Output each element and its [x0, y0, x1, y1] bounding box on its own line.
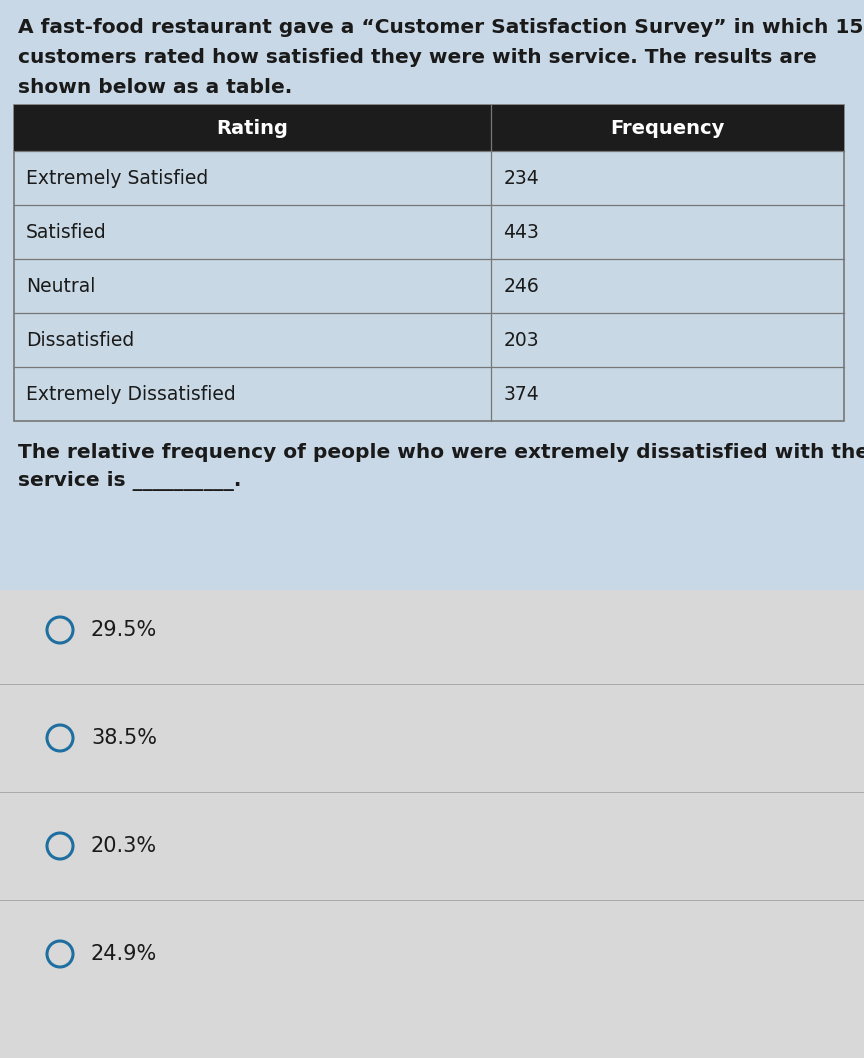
Text: service is __________.: service is __________.: [18, 471, 241, 491]
Text: 24.9%: 24.9%: [91, 944, 157, 964]
Text: 443: 443: [503, 222, 539, 241]
Bar: [14, 105, 844, 151]
Text: shown below as a table.: shown below as a table.: [18, 78, 292, 97]
Text: 29.5%: 29.5%: [91, 620, 157, 640]
Bar: [14, 105, 844, 421]
Bar: [0, 590, 864, 1058]
Text: 203: 203: [503, 330, 539, 349]
Bar: [0, 0, 864, 590]
Text: Frequency: Frequency: [611, 118, 725, 138]
Text: Extremely Satisfied: Extremely Satisfied: [26, 168, 208, 187]
Text: 234: 234: [503, 168, 539, 187]
Text: Rating: Rating: [217, 118, 289, 138]
Text: 246: 246: [503, 276, 539, 295]
Text: Dissatisfied: Dissatisfied: [26, 330, 134, 349]
Text: Neutral: Neutral: [26, 276, 95, 295]
Text: 38.5%: 38.5%: [91, 728, 157, 748]
Text: customers rated how satisfied they were with service. The results are: customers rated how satisfied they were …: [18, 48, 816, 67]
Text: Extremely Dissatisfied: Extremely Dissatisfied: [26, 384, 236, 403]
Text: 374: 374: [503, 384, 539, 403]
Text: 20.3%: 20.3%: [91, 836, 157, 856]
Text: A fast-food restaurant gave a “Customer Satisfaction Survey” in which 1500: A fast-food restaurant gave a “Customer …: [18, 18, 864, 37]
Text: Satisfied: Satisfied: [26, 222, 107, 241]
Text: The relative frequency of people who were extremely dissatisfied with the: The relative frequency of people who wer…: [18, 443, 864, 462]
